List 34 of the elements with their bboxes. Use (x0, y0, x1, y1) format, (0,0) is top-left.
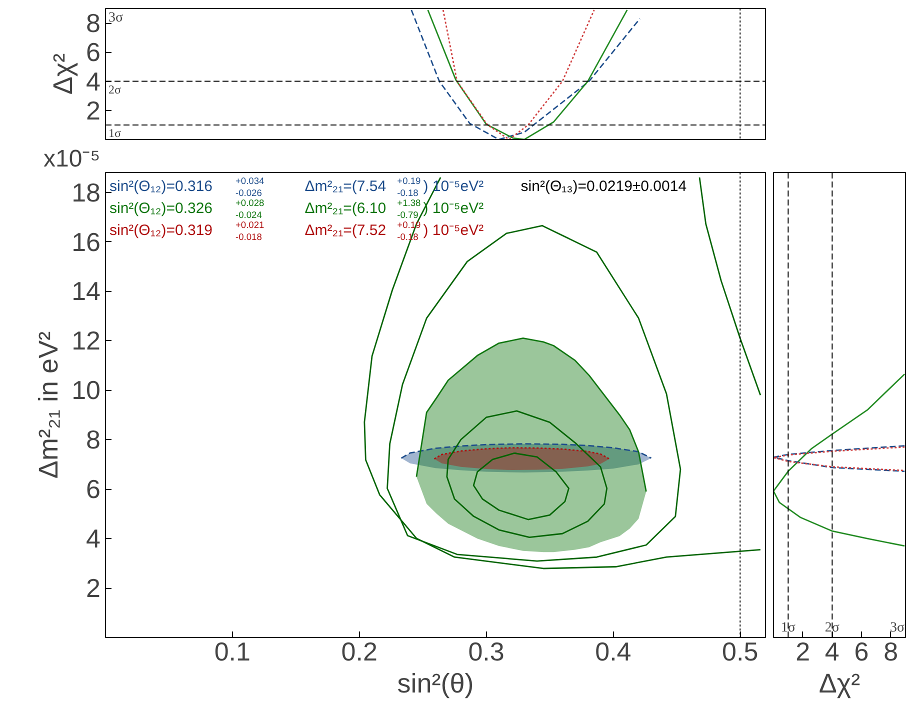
y-tick-label: 4 (86, 524, 101, 554)
y-tick-label: 10 (72, 375, 100, 406)
y-tick-label: 8 (86, 8, 101, 38)
ref-line-label: 1σ (108, 126, 122, 140)
x-tick-label: 0.4 (595, 636, 632, 666)
x-tick-label: 0.1 (214, 636, 251, 666)
annotation: 3σ (108, 10, 124, 26)
x-tick-label: 0.5 (722, 636, 758, 666)
x-tick-label: 8 (884, 636, 898, 666)
ref-line-label: 2σ (108, 82, 122, 96)
y-tick-label: 14 (72, 276, 100, 306)
y-tick-label: 12 (72, 326, 100, 356)
y-axis-title: Δm²₂₁ in eV² (34, 331, 64, 479)
y-axis-title: Δχ² (48, 53, 78, 95)
x-tick-label: 6 (854, 636, 869, 666)
x-tick-label: 4 (824, 636, 840, 666)
x-axis-title: Δχ² (818, 668, 860, 698)
annotation: sin²(Θ₁₃)=0.0219±0.0014 (520, 178, 687, 195)
y-tick-label: 2 (86, 573, 101, 604)
x-tick-label: 0.2 (341, 636, 378, 666)
x-axis-title: sin²(θ) (397, 668, 474, 698)
y-tick-label: 8 (86, 424, 101, 455)
y-tick-label: 6 (86, 37, 101, 68)
y-tick-label: 16 (72, 226, 100, 257)
ref-line-label: 2σ (824, 620, 840, 636)
x-tick-label: 2 (796, 636, 810, 666)
annotation: 3σ (890, 620, 905, 636)
x-tick-label: 0.3 (468, 636, 504, 666)
y-tick-label: 6 (86, 474, 101, 504)
ref-line-label: 1σ (780, 620, 796, 636)
y-tick-label: 2 (86, 95, 101, 126)
y-tick-label: 18 (72, 177, 100, 208)
y-tick-label: 4 (86, 66, 101, 96)
text: x10⁻⁵ (44, 146, 100, 172)
